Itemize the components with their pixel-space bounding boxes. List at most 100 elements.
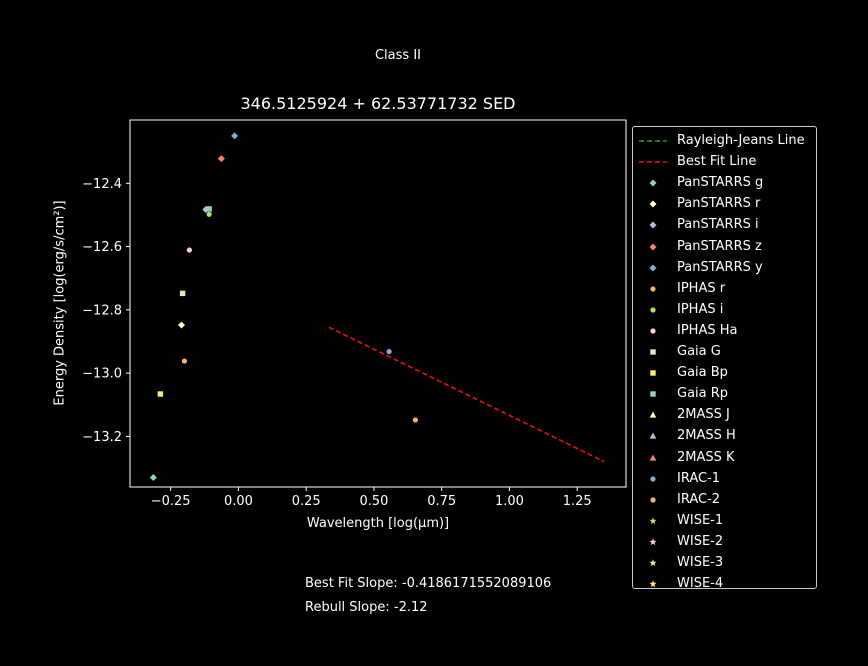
legend-label: Best Fit Line <box>677 154 757 170</box>
best-fit-line <box>328 326 605 463</box>
legend-swatch <box>649 580 657 588</box>
legend-swatch <box>639 140 667 142</box>
legend-swatch <box>650 328 656 334</box>
legend-item: PanSTARRS r <box>633 194 818 214</box>
legend-item: IRAC-1 <box>633 469 818 489</box>
legend-marker <box>649 559 657 567</box>
y-axis-label: Energy Density [log(erg/s/cm²)] <box>52 200 68 406</box>
legend-label: Gaia Rp <box>677 386 729 402</box>
chart-title: 346.5125924 + 62.53771732 SED <box>240 94 516 113</box>
legend-item: 2MASS H <box>633 426 818 446</box>
data-point <box>386 348 392 355</box>
data-point <box>206 211 212 217</box>
legend-marker <box>649 411 657 418</box>
chart-markers <box>149 132 419 482</box>
legend-item: Rayleigh-Jeans Line <box>633 131 818 151</box>
legend-marker <box>650 349 656 355</box>
legend-item: WISE-3 <box>633 553 818 573</box>
legend-swatch <box>650 391 656 397</box>
legend-item: Gaia Rp <box>633 384 818 404</box>
x-tick-label: −0.25 <box>151 494 191 509</box>
legend-item: Gaia G <box>633 342 818 362</box>
legend-label: PanSTARRS r <box>677 196 761 212</box>
figure-suptitle: Class II <box>374 48 421 63</box>
legend-swatch <box>649 179 657 187</box>
legend-label: 2MASS H <box>677 428 736 444</box>
data-point <box>157 391 164 397</box>
y-tick-label: −12.6 <box>82 240 122 255</box>
legend-item: Best Fit Line <box>633 152 818 172</box>
legend-swatch <box>649 454 657 461</box>
legend-marker <box>649 200 657 208</box>
legend-marker <box>650 370 656 376</box>
legend-item: PanSTARRS i <box>633 215 818 235</box>
legend-swatch <box>650 370 656 376</box>
legend-swatch <box>650 475 656 482</box>
legend-swatch <box>650 497 656 503</box>
legend-label: Gaia Bp <box>677 365 728 381</box>
legend-marker <box>649 432 657 439</box>
legend-item: IPHAS Ha <box>633 321 818 341</box>
legend-swatch <box>649 411 657 418</box>
legend-item: WISE-2 <box>633 532 818 552</box>
data-point <box>181 358 188 364</box>
legend-label: IPHAS r <box>677 280 726 296</box>
legend-marker <box>649 264 657 272</box>
legend-item: PanSTARRS z <box>633 237 818 257</box>
legend-marker <box>650 475 656 482</box>
legend-label: PanSTARRS i <box>677 217 759 233</box>
chart-lines <box>328 326 605 463</box>
x-tick-label: 1.25 <box>563 494 592 509</box>
legend-marker <box>650 497 656 503</box>
legend-label: IPHAS i <box>677 301 724 317</box>
legend-item: Gaia Bp <box>633 363 818 383</box>
data-point <box>217 155 225 163</box>
legend-swatch <box>650 307 656 313</box>
best-fit-slope-text: Best Fit Slope: -0.4186171552089106 <box>305 576 552 591</box>
legend-item: PanSTARRS y <box>633 258 818 278</box>
legend-label: PanSTARRS g <box>677 175 764 191</box>
data-point <box>179 290 186 297</box>
legend-item: 2MASS K <box>633 448 818 468</box>
legend-swatch <box>649 243 657 250</box>
legend-item: IPHAS r <box>633 279 818 299</box>
legend-marker <box>649 243 657 250</box>
legend-label: WISE-3 <box>677 555 724 570</box>
legend-label: WISE-2 <box>677 533 724 549</box>
legend-label: Gaia G <box>677 344 721 359</box>
x-tick-label: 0.50 <box>359 494 388 509</box>
legend-label: IPHAS Ha <box>677 322 738 338</box>
y-tick-label: −13.2 <box>82 430 122 445</box>
data-point <box>177 321 185 329</box>
legend-swatch <box>639 161 667 163</box>
data-point <box>231 132 239 140</box>
legend-marker <box>650 286 656 292</box>
legend-marker <box>649 516 657 524</box>
legend-swatch <box>649 432 657 439</box>
chart-legend: Rayleigh-Jeans Line Best Fit Line PanSTARR… <box>632 126 818 591</box>
plot-area-frame <box>129 119 627 488</box>
x-tick-label: 0.00 <box>224 494 253 509</box>
x-tick-label: 1.00 <box>495 494 524 509</box>
legend-item: PanSTARRS g <box>633 173 818 193</box>
legend-label: Rayleigh-Jeans Line <box>677 133 805 148</box>
x-axis-label: Wavelength [log(μm)] <box>306 516 450 531</box>
legend-label: WISE-1 <box>677 512 724 528</box>
legend-swatch <box>649 200 657 208</box>
legend-item: WISE-4 <box>633 574 818 594</box>
data-point <box>412 417 419 423</box>
legend-label: PanSTARRS z <box>677 238 762 254</box>
legend-marker <box>649 580 657 588</box>
legend-marker <box>650 307 656 313</box>
legend-swatch <box>649 538 657 545</box>
legend-marker <box>650 328 656 334</box>
legend-swatch <box>649 264 657 272</box>
legend-label: PanSTARRS y <box>677 259 763 275</box>
x-tick-label: 0.25 <box>292 494 321 509</box>
legend-marker <box>649 179 657 187</box>
legend-swatch <box>649 559 657 567</box>
legend-swatch <box>649 516 657 524</box>
legend-label: WISE-4 <box>677 576 724 592</box>
legend-marker <box>649 454 657 461</box>
